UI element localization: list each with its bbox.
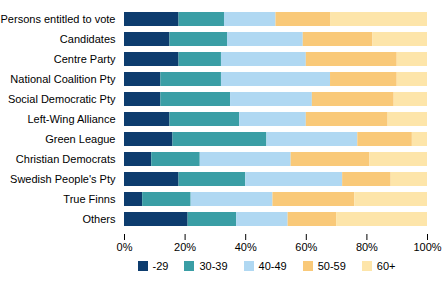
svg-text:National Coalition Pty: National Coalition Pty xyxy=(10,73,116,85)
svg-text:100%: 100% xyxy=(413,241,441,253)
svg-text:20%: 20% xyxy=(174,241,196,253)
svg-text:Christian Democrats: Christian Democrats xyxy=(16,153,116,165)
svg-text:Green League: Green League xyxy=(45,133,115,145)
svg-text:Others: Others xyxy=(82,213,116,225)
svg-text:Swedish People's Pty: Swedish People's Pty xyxy=(10,173,116,185)
svg-text:Persons entitled to vote: Persons entitled to vote xyxy=(1,13,116,25)
svg-text:Social Democratic Pty: Social Democratic Pty xyxy=(8,93,116,105)
html-text:30-39: 30-39 xyxy=(199,260,228,272)
svg-text:True Finns: True Finns xyxy=(63,193,116,205)
svg-text:40%: 40% xyxy=(235,241,257,253)
html-text:60+: 60+ xyxy=(376,260,396,272)
html-text:50-59: 50-59 xyxy=(317,260,346,272)
svg-text:80%: 80% xyxy=(356,241,378,253)
svg-text:0%: 0% xyxy=(117,241,133,253)
html-text:40-49: 40-49 xyxy=(258,260,287,272)
svg-text:Centre Party: Centre Party xyxy=(54,53,116,65)
svg-text:Candidates: Candidates xyxy=(60,33,116,45)
html-text:-29: -29 xyxy=(152,260,169,272)
svg-text:60%: 60% xyxy=(295,241,317,253)
svg-text:Left-Wing Alliance: Left-Wing Alliance xyxy=(27,113,115,125)
